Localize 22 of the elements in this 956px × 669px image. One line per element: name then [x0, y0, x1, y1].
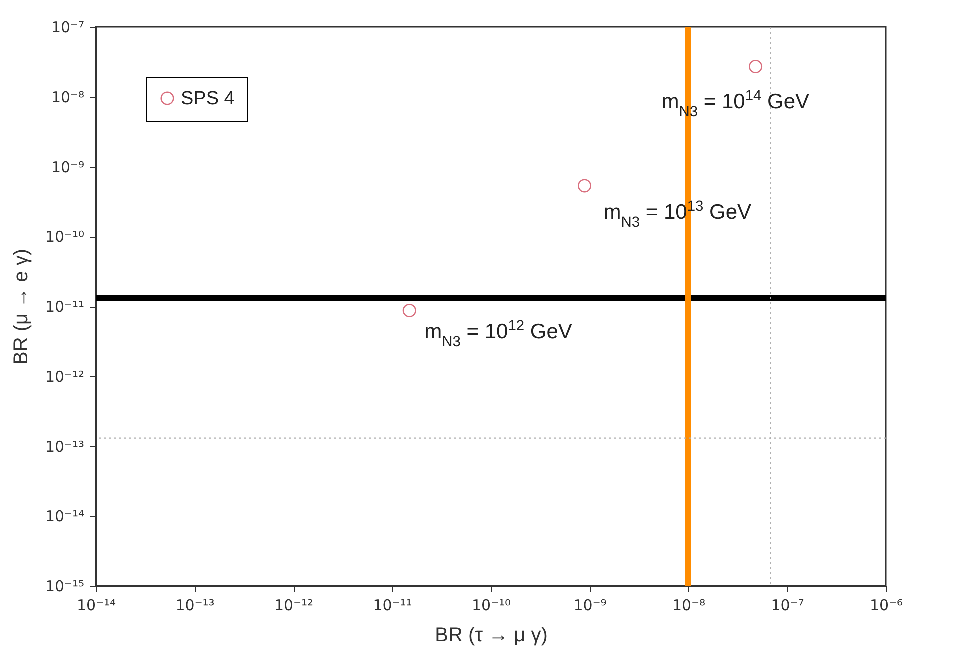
y-tick-label: 10⁻¹⁴: [45, 508, 84, 526]
x-axis-title: BR (τ → μ γ): [435, 624, 548, 646]
y-tick-label: 10⁻⁹: [51, 158, 84, 176]
x-tick-label: 10⁻⁸: [672, 596, 706, 614]
y-tick-label: 10⁻¹²: [45, 368, 84, 386]
legend-label: SPS 4: [181, 88, 236, 110]
x-tick-label: 10⁻¹²: [274, 596, 314, 614]
x-tick-label: 10⁻¹¹: [373, 596, 412, 614]
x-tick-label: 10⁻¹³: [176, 596, 215, 614]
x-tick-label: 10⁻⁶: [870, 596, 904, 614]
y-tick-label: 10⁻¹⁰: [45, 228, 84, 246]
annotation: m$_{N3}$ = 10$^{12}$ GeV: [424, 318, 572, 351]
y-tick-label: 10⁻¹³: [45, 438, 84, 456]
y-tick-label: 10⁻¹⁵: [45, 578, 84, 596]
y-axis-title: BR (μ → e γ): [10, 249, 32, 365]
x-tick-label: 10⁻¹⁴: [76, 596, 116, 614]
x-tick-label: 10⁻⁷: [771, 596, 804, 614]
y-tick-label: 10⁻¹¹: [45, 298, 84, 316]
y-tick-label: 10⁻⁷: [51, 18, 84, 36]
x-tick-label: 10⁻⁹: [574, 596, 607, 614]
x-tick-label: 10⁻¹⁰: [472, 596, 512, 614]
y-tick-label: 10⁻⁸: [51, 88, 84, 106]
